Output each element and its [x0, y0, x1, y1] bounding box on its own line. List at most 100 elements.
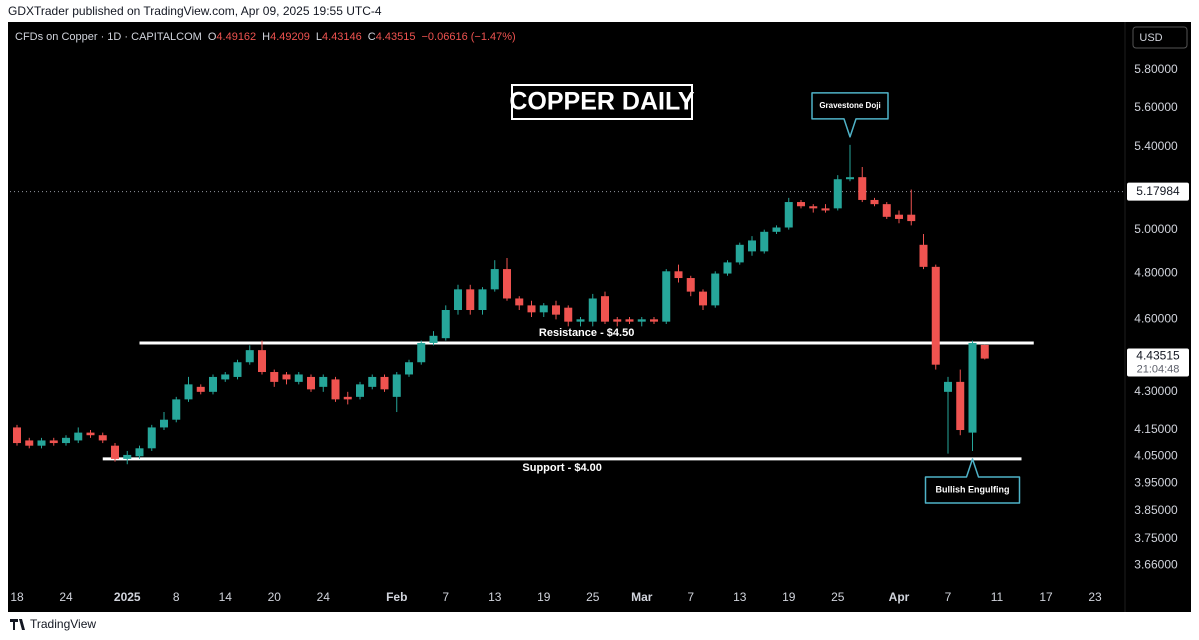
candle-body	[405, 362, 413, 375]
candle-body	[686, 278, 695, 292]
candle-body	[797, 202, 805, 207]
candle-body	[723, 262, 732, 274]
x-tick-label: 11	[991, 590, 1004, 604]
brand: TradingView	[30, 617, 96, 631]
candle-body	[270, 372, 279, 382]
candle-body	[760, 231, 769, 252]
candle-body	[245, 350, 254, 363]
x-tick-label: 17	[1039, 590, 1053, 604]
candle-body	[650, 319, 658, 322]
last-price-box	[1127, 348, 1189, 377]
callout-box	[811, 92, 889, 138]
candle-body	[846, 177, 854, 180]
candle-body	[588, 298, 597, 322]
candle-body	[564, 307, 573, 322]
candle-body	[86, 432, 95, 436]
x-tick-label: Apr	[889, 590, 910, 604]
ohlc-value: 4.49162	[216, 31, 256, 43]
candle-body	[662, 271, 671, 322]
chart-title: COPPER DAILY	[509, 88, 695, 116]
candle-body	[919, 244, 928, 267]
x-tick-label: 8	[173, 590, 180, 604]
candle-body	[111, 445, 119, 459]
candle-body	[49, 440, 58, 444]
x-tick-label: 13	[488, 590, 502, 604]
candle-body	[123, 454, 132, 459]
title-box	[511, 84, 693, 120]
ohlc-letter: H	[262, 31, 270, 43]
candle-body	[809, 206, 818, 209]
candle-body	[368, 376, 377, 387]
candle-body	[956, 381, 965, 431]
candle-body	[196, 386, 205, 392]
candle-body	[221, 374, 230, 380]
candle-body	[576, 319, 585, 322]
candle-body	[601, 296, 609, 322]
x-tick-label: 14	[219, 590, 233, 604]
candle-body	[441, 310, 450, 339]
chart-area	[8, 22, 1191, 612]
candle-body	[748, 240, 756, 252]
x-tick-label: 18	[10, 590, 24, 604]
y-tick-label: 5.00000	[1134, 222, 1178, 236]
candle-body	[392, 374, 401, 397]
currency-box[interactable]	[1132, 26, 1188, 49]
brand-logo	[10, 619, 25, 630]
legend: CFDs on Copper · 1D · CAPITALCOM O4.49162…	[15, 31, 516, 43]
x-tick-label: Mar	[631, 590, 653, 604]
candle-body	[772, 227, 781, 232]
publisher: GDXTrader published on TradingView.com, …	[8, 4, 382, 18]
candle-body	[454, 289, 462, 311]
x-tick-label: 24	[317, 590, 331, 604]
y-tick-label: 3.66000	[1134, 557, 1178, 571]
reference-label: 5.17984	[1136, 184, 1180, 198]
candle-body	[882, 204, 891, 217]
candle-body	[980, 344, 989, 359]
symbol: CFDs on Copper · 1D · CAPITALCOM	[15, 31, 202, 43]
callout-box	[924, 458, 1021, 504]
callout-text: Gravestone Doji	[819, 101, 880, 110]
x-tick-label: 19	[537, 590, 551, 604]
candle-body	[135, 448, 144, 457]
currency[interactable]: USD	[1139, 32, 1162, 44]
candle-body	[466, 289, 475, 311]
x-tick-label: 23	[1088, 590, 1102, 604]
candle-body	[674, 271, 683, 279]
y-tick-label: 5.60000	[1134, 100, 1178, 114]
candle-body	[478, 289, 487, 311]
x-tick-label: 7	[945, 590, 952, 604]
candle-body	[258, 350, 266, 373]
candle-body	[527, 305, 536, 313]
candle-body	[282, 374, 291, 380]
change: −0.06616 (−1.47%)	[422, 31, 516, 43]
y-tick-label: 4.05000	[1134, 448, 1178, 462]
candle-body	[858, 177, 867, 200]
candle-body	[160, 419, 168, 428]
level-label: Resistance - $4.50	[539, 327, 634, 339]
ohlc-value: 4.49209	[270, 31, 310, 43]
candle-body	[209, 376, 217, 392]
y-tick-label: 4.80000	[1134, 266, 1178, 280]
candle-body	[711, 273, 720, 306]
x-tick-label: 24	[59, 590, 73, 604]
y-tick-label: 3.85000	[1134, 503, 1178, 517]
candle-body	[307, 376, 315, 390]
x-tick-label: 25	[831, 590, 845, 604]
candle-body	[319, 376, 328, 387]
ohlc-letter: L	[316, 31, 322, 43]
x-tick-label: 2025	[114, 590, 141, 604]
y-tick-label: 4.60000	[1134, 311, 1178, 325]
reference-box	[1127, 182, 1189, 201]
candle-body	[968, 342, 977, 433]
x-tick-label: 20	[268, 590, 282, 604]
y-tick-label: 3.75000	[1134, 531, 1178, 545]
candle-body	[784, 202, 793, 228]
candle-body	[539, 305, 548, 313]
countdown: 21:04:48	[1137, 363, 1180, 375]
x-tick-label: 19	[782, 590, 796, 604]
candle-body	[356, 384, 364, 397]
candle-body	[552, 305, 560, 315]
footer	[0, 612, 1199, 640]
